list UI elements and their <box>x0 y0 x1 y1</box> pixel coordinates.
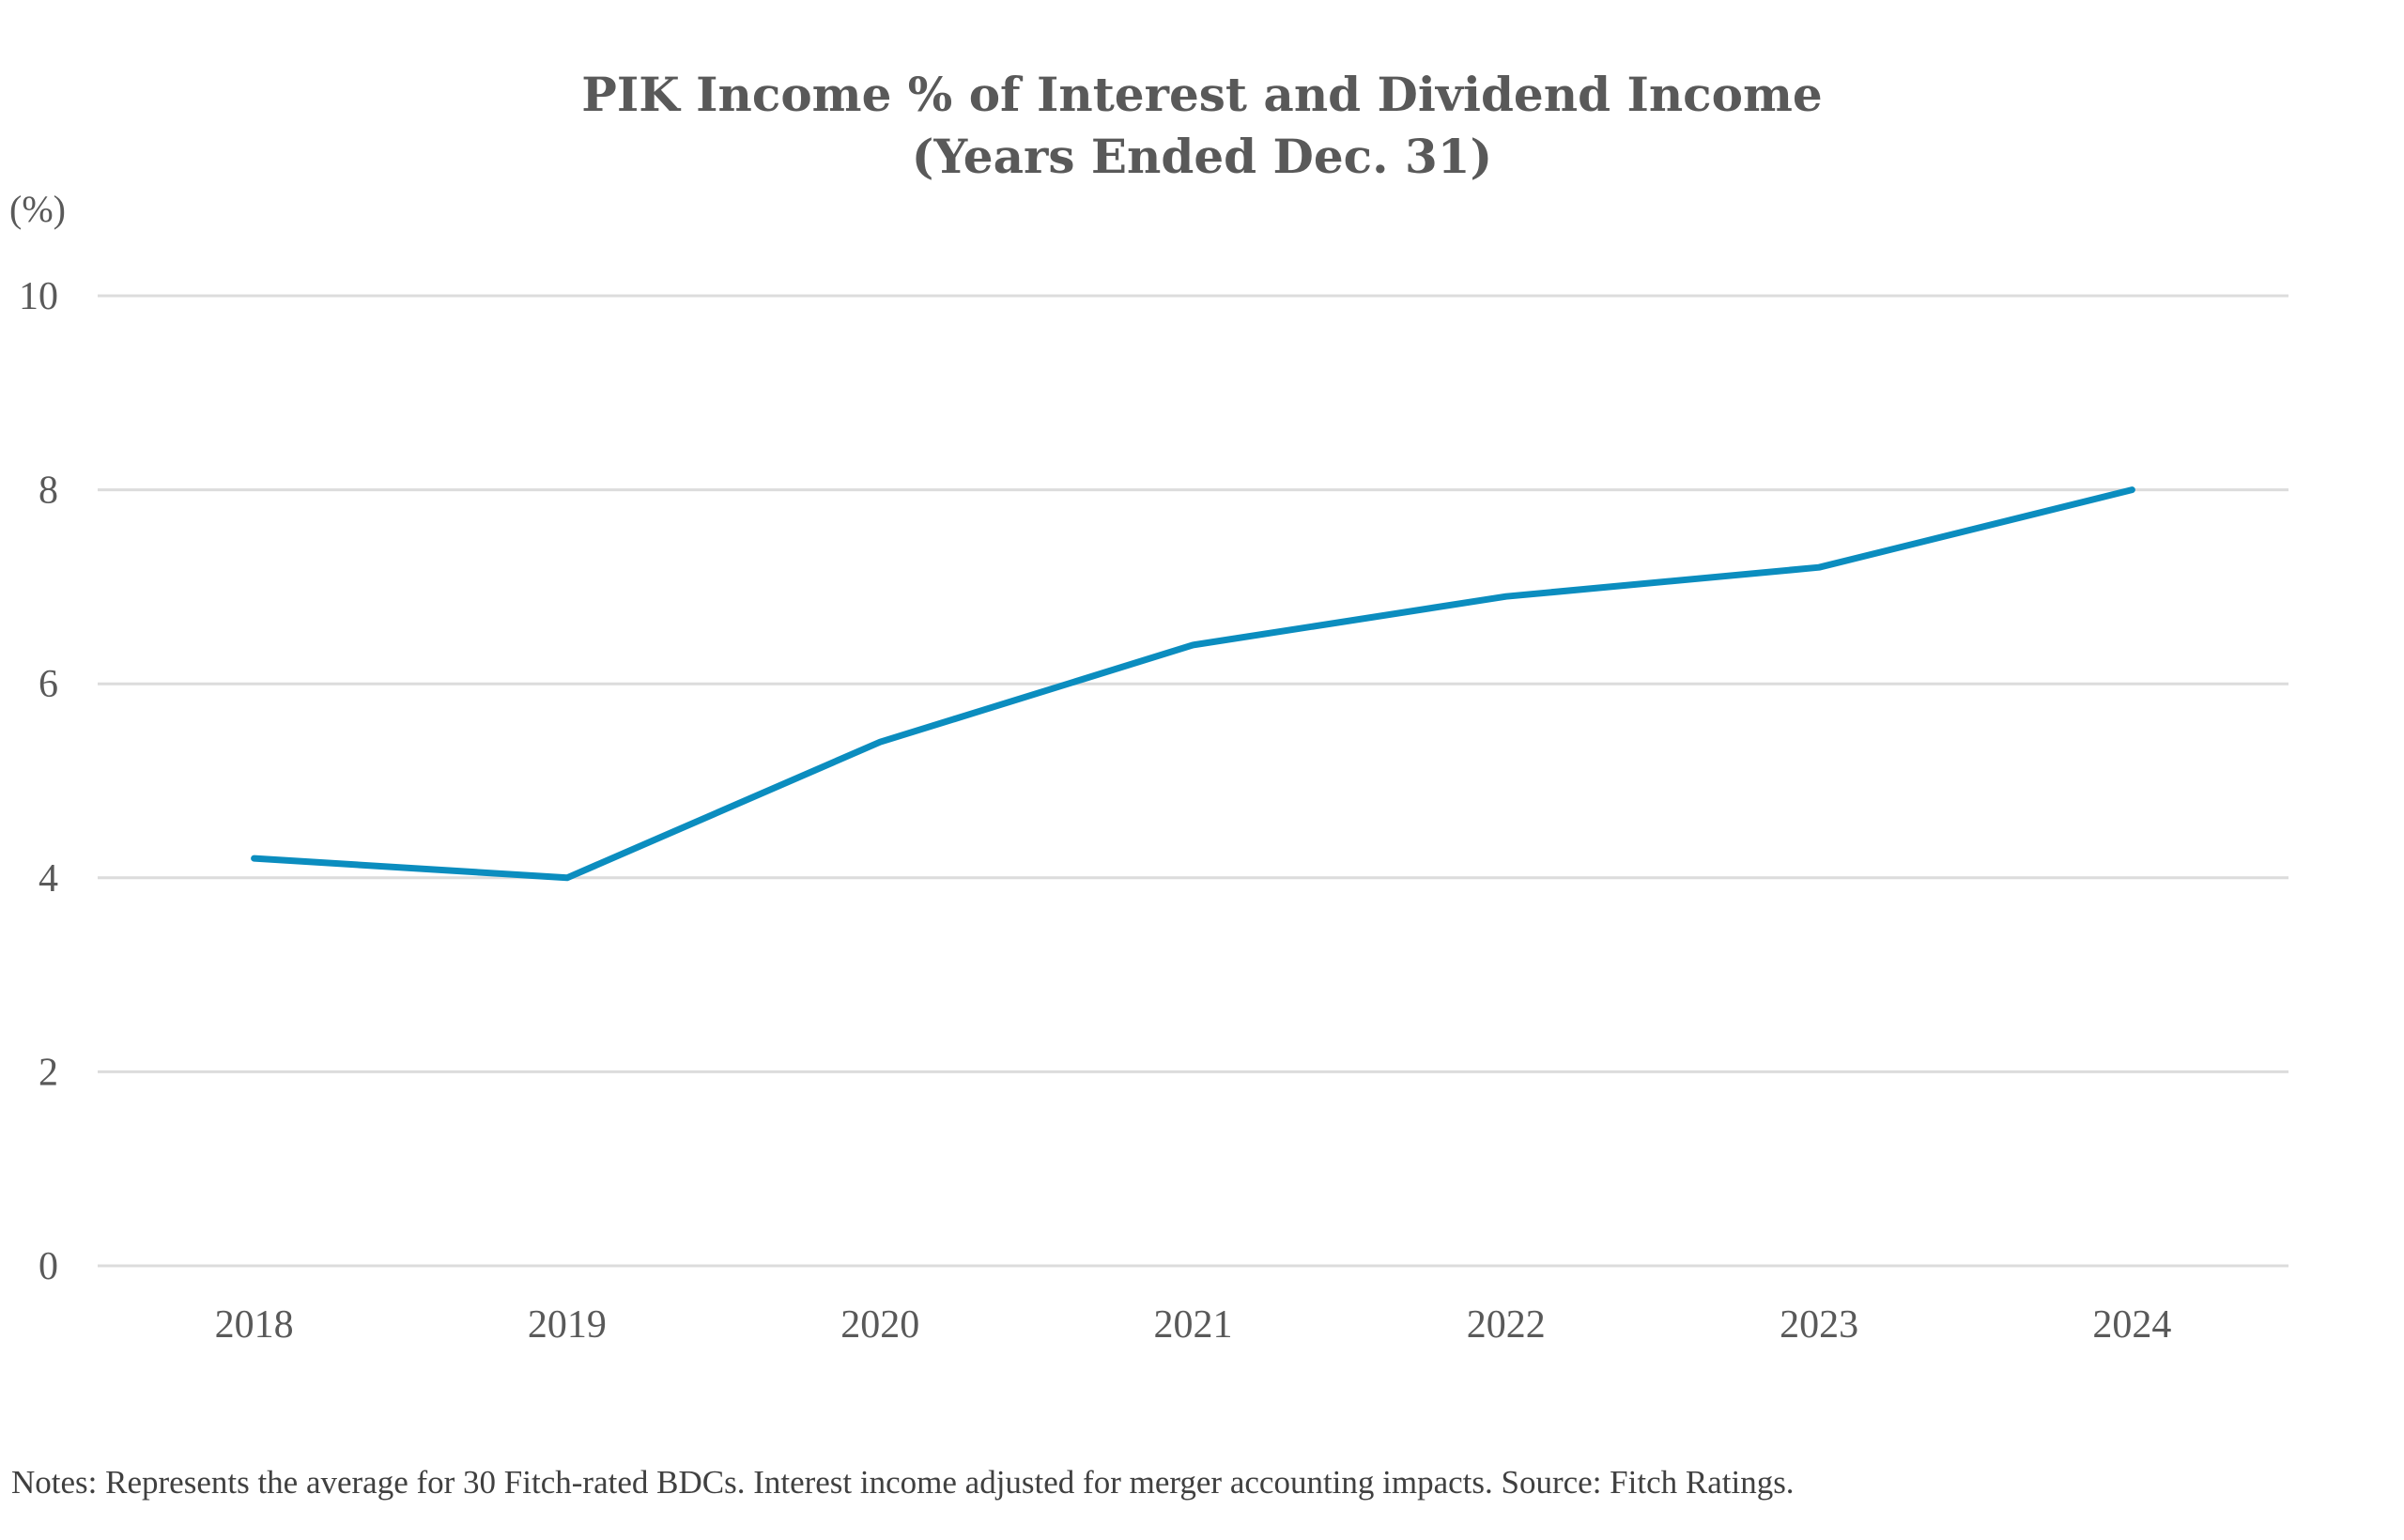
x-tick-label: 2022 <box>1467 1303 1546 1347</box>
y-tick-label: 10 <box>19 275 58 318</box>
x-tick-label: 2024 <box>2092 1303 2171 1347</box>
chart-subtitle: (Years Ended Dec. 31) <box>912 129 1492 184</box>
y-axis-ticks: 0 2 4 6 8 10 <box>19 275 58 1288</box>
chart-notes: Notes: Represents the average for 30 Fit… <box>11 1464 1795 1501</box>
y-tick-label: 4 <box>39 857 58 901</box>
x-axis-ticks: 2018 2019 2020 2021 2022 2023 2024 <box>215 1303 2172 1347</box>
x-tick-label: 2020 <box>840 1303 919 1347</box>
chart-title: PIK Income % of Interest and Dividend In… <box>581 67 1822 122</box>
y-tick-label: 0 <box>39 1245 58 1288</box>
y-tick-label: 6 <box>39 663 58 706</box>
y-tick-label: 2 <box>39 1051 58 1094</box>
y-axis-unit-label: (%) <box>9 188 66 230</box>
gridlines <box>98 294 2288 1268</box>
x-tick-label: 2021 <box>1154 1303 1233 1347</box>
series-layer <box>251 486 2135 882</box>
x-tick-label: 2023 <box>1780 1303 1858 1347</box>
x-tick-label: 2018 <box>215 1303 294 1347</box>
y-tick-label: 8 <box>39 470 58 513</box>
x-tick-label: 2019 <box>528 1303 607 1347</box>
